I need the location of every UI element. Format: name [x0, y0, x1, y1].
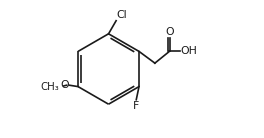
- Text: O: O: [60, 80, 69, 90]
- Text: F: F: [133, 101, 139, 111]
- Text: Cl: Cl: [117, 10, 127, 20]
- Text: O: O: [165, 26, 174, 37]
- Text: OH: OH: [180, 46, 197, 56]
- Text: CH₃: CH₃: [41, 82, 59, 92]
